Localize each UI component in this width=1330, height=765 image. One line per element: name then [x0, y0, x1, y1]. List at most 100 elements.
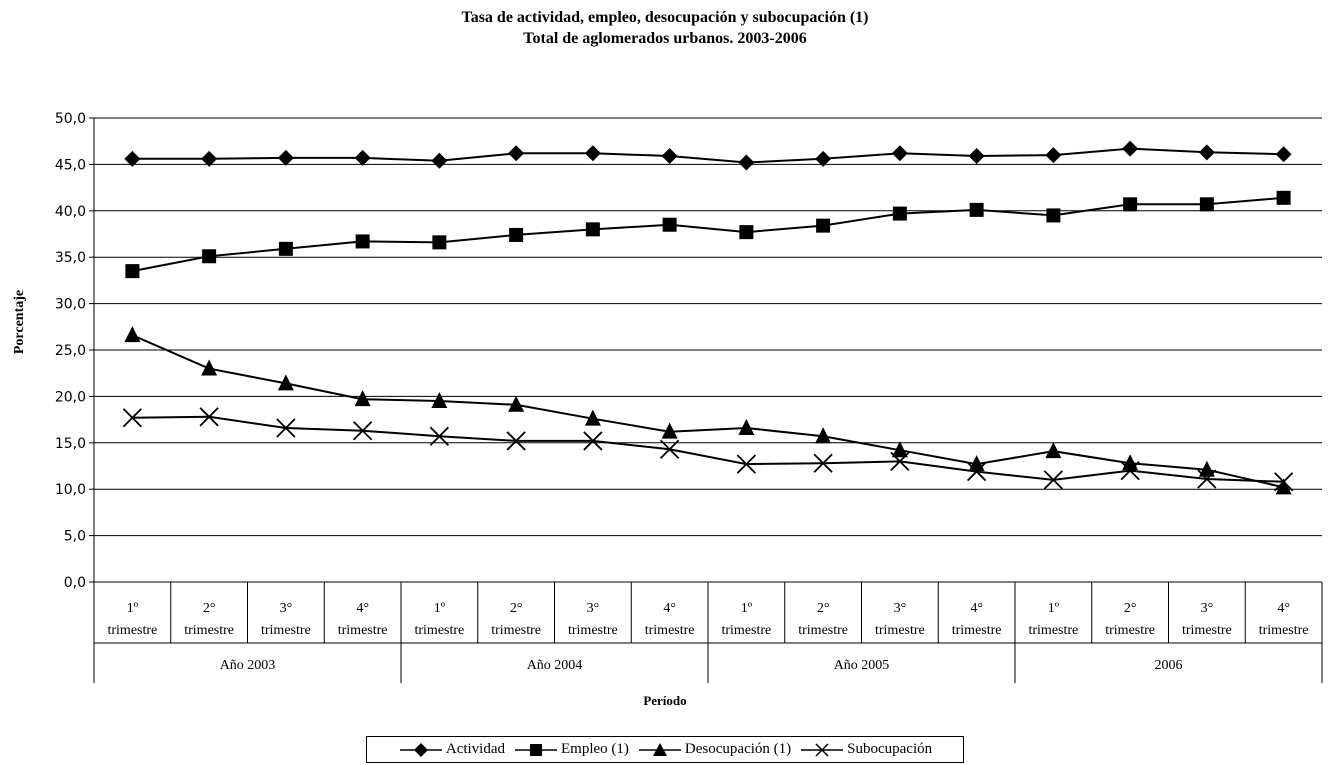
x-tick-label-line2: trimestre [1259, 623, 1309, 638]
data-point [1120, 461, 1140, 481]
data-point [584, 409, 601, 426]
data-point-stroke [1197, 469, 1217, 489]
x-tick-label-line2: trimestre [1182, 623, 1232, 638]
data-point-stroke [583, 431, 603, 451]
series-square [125, 190, 1291, 279]
data-point-stroke [352, 421, 373, 441]
data-point [662, 217, 677, 232]
group-label: Año 2003 [220, 658, 276, 673]
legend-item-subocupacion: Subocupación [799, 741, 932, 758]
data-point [1276, 190, 1291, 205]
data-point [738, 154, 755, 171]
data-point [1198, 460, 1215, 477]
data-point [1045, 147, 1062, 164]
x-tick-label-line1: 1º [127, 601, 139, 616]
x-tick-label-line2: trimestre [952, 623, 1002, 638]
line-chart: 0,0 5,0 10,0 15,0 20,0 25,0 30,0 35,0 40,0 45,0 50… [55, 111, 1323, 683]
x-tick-label-line1: 1º [741, 601, 753, 616]
x-tick-label-line1: 3° [587, 601, 600, 616]
x-marker-icon [801, 742, 844, 757]
data-point [508, 145, 525, 162]
square-marker-icon [515, 743, 558, 756]
y-tick-label: 50,0 [55, 111, 86, 127]
data-point [584, 145, 601, 162]
y-tick-label: 10,0 [55, 482, 86, 498]
data-point-stroke [122, 408, 143, 428]
x-tick-label-line1: 4° [970, 601, 983, 616]
legend-label: Subocupación [847, 741, 933, 757]
chart-subtitle: Total de aglomerados urbanos. 2003-2006 [523, 30, 807, 47]
x-tick-label-line2: trimestre [414, 623, 464, 638]
data-point [1273, 472, 1294, 492]
data-point [276, 418, 296, 438]
data-point [355, 234, 370, 249]
data-point-stroke [1120, 461, 1140, 481]
x-axis-title: Período [643, 693, 687, 708]
legend-item-empleo: Empleo (1) [513, 741, 629, 758]
x-tick-label-line1: 3° [280, 601, 293, 616]
x-tick-label-line1: 4° [663, 601, 676, 616]
legend-item-actividad: Actividad [398, 741, 505, 758]
data-point-stroke [276, 418, 296, 438]
data-point [813, 453, 833, 473]
x-tick-label-line2: trimestre [107, 623, 157, 638]
data-point [124, 326, 141, 343]
data-point [1199, 197, 1214, 212]
x-tick-label-line2: trimestre [491, 623, 541, 638]
data-point [202, 249, 217, 264]
data-point [739, 225, 754, 240]
x-tick-label-line2: trimestre [798, 623, 848, 638]
data-point [506, 431, 526, 451]
x-tick-label-line1: 3° [894, 601, 907, 616]
data-point [966, 461, 987, 482]
data-point [201, 359, 218, 376]
group-label: Año 2004 [527, 658, 583, 673]
series-line [132, 147, 1284, 164]
x-tick-label-line1: 4° [1277, 601, 1290, 616]
data-point [277, 149, 294, 166]
series-triangle [124, 326, 1292, 495]
data-point [661, 148, 678, 165]
data-point [1275, 146, 1292, 163]
x-tick-label-line1: 2° [1124, 601, 1137, 616]
data-point [815, 150, 832, 167]
data-point [125, 264, 140, 279]
x-tick-label-line1: 1º [434, 601, 446, 616]
x-tick-label-line1: 2° [817, 601, 830, 616]
data-point [429, 426, 450, 446]
data-point [892, 206, 907, 221]
data-point-stroke [966, 461, 987, 482]
data-point [1045, 442, 1062, 459]
legend-label: Desocupación (1) [684, 741, 792, 757]
x-tick-label-line2: trimestre [568, 623, 618, 638]
data-point [508, 395, 525, 412]
x-tick-label-line2: trimestre [261, 623, 311, 638]
data-point [968, 148, 985, 165]
legend: Actividad Empleo (1) Desocupación (1) Su… [366, 736, 964, 763]
x-tick-label-line2: trimestre [184, 623, 234, 638]
x-tick-label-line2: trimestre [1105, 623, 1155, 638]
data-point-stroke [1043, 470, 1064, 490]
triangle-marker-icon [638, 742, 681, 756]
legend-label: Empleo (1) [561, 741, 629, 757]
x-tick-label-line1: 2° [203, 601, 216, 616]
y-tick-label: 45,0 [55, 157, 86, 173]
diamond-marker-icon [399, 742, 442, 757]
data-point [199, 407, 219, 427]
data-point [277, 374, 294, 391]
data-point [1122, 140, 1139, 157]
y-tick-label: 15,0 [55, 436, 86, 452]
data-point [122, 408, 143, 428]
series-x [122, 407, 1294, 492]
data-point [352, 421, 373, 441]
data-point-stroke [813, 453, 833, 473]
x-tick-label-line1: 3° [1201, 601, 1214, 616]
data-point [736, 454, 757, 474]
group-label: Año 2005 [834, 658, 890, 673]
y-tick-label: 20,0 [55, 389, 86, 405]
series-line [132, 334, 1284, 489]
data-point [1275, 478, 1292, 495]
y-tick-label: 5,0 [64, 529, 86, 545]
legend-label: Actividad [445, 741, 506, 757]
data-point-stroke [890, 451, 910, 471]
